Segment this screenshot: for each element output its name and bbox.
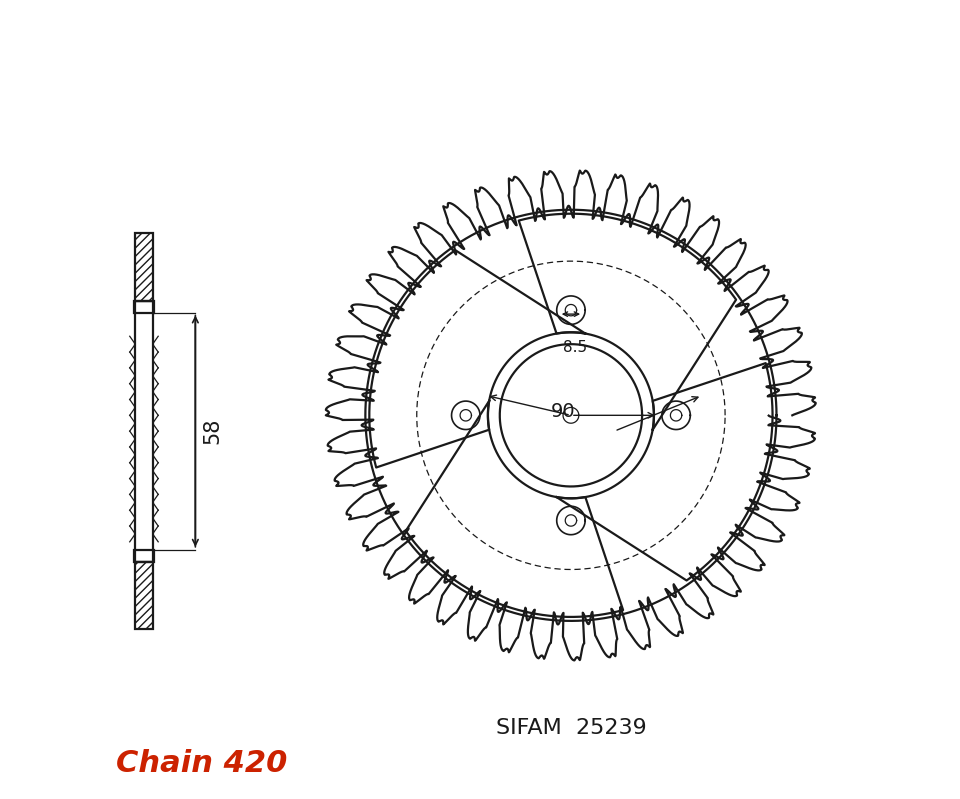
Bar <box>134 550 154 562</box>
Text: 90: 90 <box>551 402 575 421</box>
Text: 8.5: 8.5 <box>563 340 587 356</box>
Text: 58: 58 <box>203 418 223 444</box>
Bar <box>135 562 153 629</box>
Bar <box>135 300 153 562</box>
Bar <box>134 300 154 312</box>
Bar <box>135 233 153 300</box>
Text: SIFAM  25239: SIFAM 25239 <box>495 718 646 737</box>
Text: Chain 420: Chain 420 <box>116 749 288 777</box>
